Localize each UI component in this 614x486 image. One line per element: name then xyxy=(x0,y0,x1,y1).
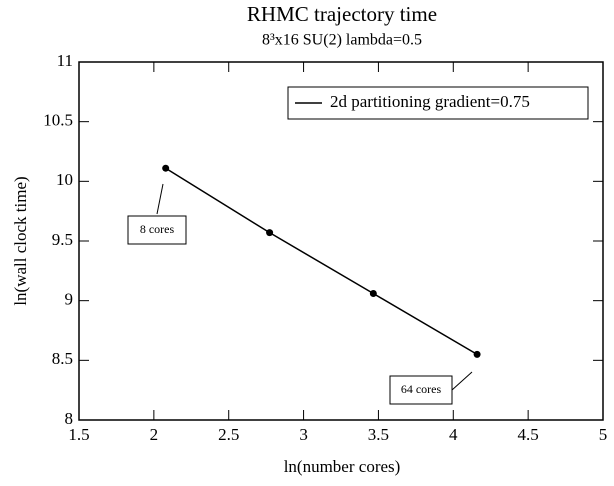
x-tick-label: 4.5 xyxy=(518,425,539,444)
y-axis-label: ln(wall clock time) xyxy=(11,176,30,305)
legend-box xyxy=(287,86,589,120)
data-point xyxy=(162,164,170,172)
legend-label: 2d partitioning gradient=0.75 xyxy=(330,92,530,111)
x-tick-label: 2 xyxy=(150,425,159,444)
y-tick-label: 8.5 xyxy=(52,349,73,368)
y-tick-label: 10 xyxy=(56,170,73,189)
data-point xyxy=(369,290,377,298)
y-tick-label: 9 xyxy=(65,290,74,309)
x-tick-label: 5 xyxy=(599,425,608,444)
series-line xyxy=(165,167,478,356)
x-tick-label: 3 xyxy=(299,425,308,444)
chart-title: RHMC trajectory time xyxy=(247,2,437,26)
x-tick-label: 1.5 xyxy=(68,425,89,444)
x-tick-label: 2.5 xyxy=(218,425,239,444)
annotation-box xyxy=(389,375,453,405)
annotation-leader xyxy=(451,371,473,391)
x-tick-label: 3.5 xyxy=(368,425,389,444)
x-tick-label: 4 xyxy=(449,425,458,444)
y-tick-label: 11 xyxy=(57,51,73,70)
y-tick-label: 8 xyxy=(65,409,74,428)
annotation-leader xyxy=(156,183,164,215)
annotation-text: 64 cores xyxy=(401,382,442,396)
annotation-box xyxy=(127,215,187,245)
data-point xyxy=(266,229,274,237)
annotation-text: 8 cores xyxy=(140,222,175,236)
y-tick-label: 10.5 xyxy=(43,111,73,130)
y-tick-label: 9.5 xyxy=(52,230,73,249)
chart-subtitle: 8³x16 SU(2) lambda=0.5 xyxy=(262,32,422,49)
data-point xyxy=(473,350,481,358)
x-axis-label: ln(number cores) xyxy=(284,457,401,476)
